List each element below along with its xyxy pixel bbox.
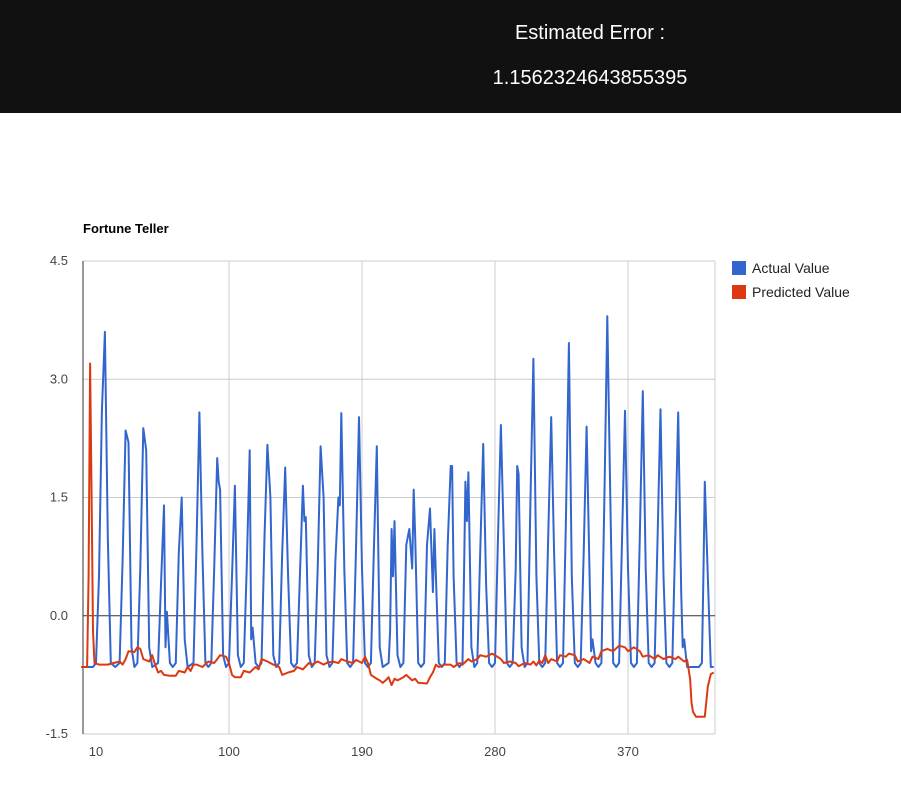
fortune-teller-chart: Fortune Teller -1.5 0.0 1.5 3.0 4.5 10 100 190… (46, 221, 850, 759)
series-lines (81, 315, 715, 718)
y-tick-label: -1.5 (46, 726, 68, 741)
predicted-value-line (81, 362, 715, 718)
legend-swatch (732, 285, 746, 299)
x-tick-label: 190 (351, 744, 373, 759)
header-bar: Estimated Error : 1.1562324643855395 (0, 0, 901, 113)
legend-label: Predicted Value (752, 284, 850, 300)
x-tick-labels: 10 100 190 280 370 (89, 744, 639, 759)
y-tick-label: 3.0 (50, 371, 68, 386)
estimated-error-label: Estimated Error : (514, 22, 666, 44)
y-tick-labels: -1.5 0.0 1.5 3.0 4.5 (46, 253, 68, 741)
y-tick-label: 4.5 (50, 253, 68, 268)
actual-value-line (81, 315, 714, 668)
x-tick-label: 370 (617, 744, 639, 759)
legend-swatch (732, 261, 746, 275)
x-tick-label: 100 (218, 744, 240, 759)
y-tick-label: 1.5 (50, 490, 68, 505)
y-tick-label: 0.0 (50, 608, 68, 623)
x-tick-label: 10 (89, 744, 103, 759)
legend-label: Actual Value (752, 260, 830, 276)
grid-lines (82, 260, 716, 735)
estimated-error-value: 1.1562324643855395 (492, 67, 688, 89)
legend: Actual Value Predicted Value (732, 260, 850, 300)
x-tick-label: 280 (484, 744, 506, 759)
chart-title: Fortune Teller (83, 221, 169, 236)
